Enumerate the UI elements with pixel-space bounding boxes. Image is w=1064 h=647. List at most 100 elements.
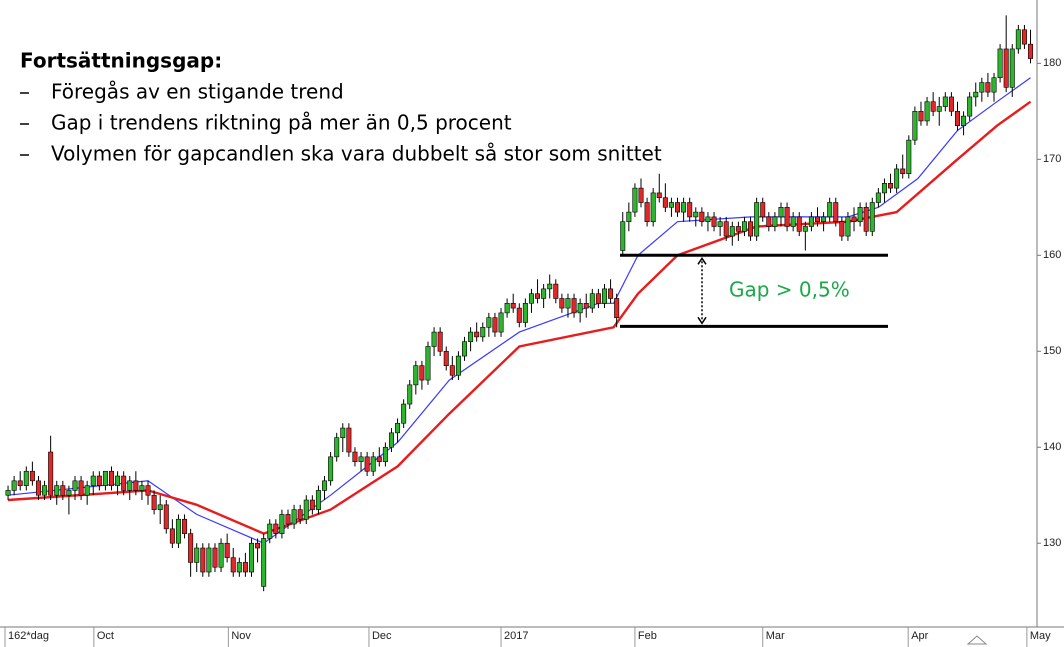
candle-body xyxy=(1021,29,1027,45)
candle-body xyxy=(863,207,869,232)
candle-body xyxy=(516,307,522,323)
candle-body xyxy=(102,470,108,486)
candle-body xyxy=(376,456,382,462)
x-tick-label: 162*dag xyxy=(8,630,49,642)
candle-body xyxy=(29,470,35,482)
y-tick-label: 180 xyxy=(1043,57,1061,69)
candle-body xyxy=(729,226,735,237)
candle-body xyxy=(35,480,41,496)
candle-body xyxy=(790,216,796,227)
candle-body xyxy=(352,451,358,462)
candle-body xyxy=(96,475,102,486)
candle-body xyxy=(608,288,614,299)
candle-body xyxy=(559,298,565,309)
candle-body xyxy=(84,485,90,496)
candle-body xyxy=(894,168,900,189)
candle-body xyxy=(78,480,84,496)
candle-body xyxy=(815,216,821,223)
candle-body xyxy=(474,331,480,338)
candle-body xyxy=(182,518,188,534)
candle-body xyxy=(912,111,918,141)
candle-body xyxy=(748,221,754,237)
x-tick-label: Mar xyxy=(766,630,785,642)
candle-body xyxy=(66,490,72,496)
x-tick-label: May xyxy=(1030,630,1051,642)
candle-body xyxy=(72,480,78,491)
gap-label: Gap > 0,5% xyxy=(729,277,850,301)
candle-body xyxy=(504,302,510,314)
candle-body xyxy=(717,221,723,227)
candle-body xyxy=(668,202,674,208)
candle-body xyxy=(632,187,638,213)
candle-body xyxy=(194,547,200,563)
candle-body xyxy=(662,197,668,208)
candle-body xyxy=(413,365,419,386)
candle-body xyxy=(961,115,967,127)
candle-body xyxy=(218,542,224,568)
candle-body xyxy=(699,211,705,223)
candle-body xyxy=(455,355,461,376)
candle-body xyxy=(303,499,309,520)
candle-body xyxy=(54,485,60,496)
candle-body xyxy=(705,216,711,223)
candle-body xyxy=(589,293,595,309)
candle-body xyxy=(401,403,407,424)
x-tick-label: Feb xyxy=(638,630,657,642)
candle-body xyxy=(528,293,534,304)
bullet-text: Volymen för gapcandlen ska vara dubbelt … xyxy=(51,142,662,166)
candle-body xyxy=(802,226,808,232)
candle-body xyxy=(954,111,960,127)
candle-body xyxy=(857,207,863,223)
candle-body xyxy=(656,192,662,199)
candle-body xyxy=(151,494,157,510)
candle-body xyxy=(370,456,376,472)
candle-body xyxy=(973,91,979,98)
candle-body xyxy=(291,509,297,525)
candle-body xyxy=(1028,43,1034,59)
candle-body xyxy=(784,207,790,227)
candle-body xyxy=(346,427,352,453)
x-tick-label: Oct xyxy=(97,630,114,642)
candle-body xyxy=(571,298,577,314)
y-tick-label: 130 xyxy=(1043,537,1061,549)
candle-body xyxy=(851,216,857,223)
candle-body xyxy=(200,547,206,573)
candle-body xyxy=(681,202,687,213)
candle-body xyxy=(309,499,315,510)
candle-body xyxy=(760,202,766,218)
candle-body xyxy=(115,475,121,486)
candle-body xyxy=(772,216,778,227)
candle-body xyxy=(322,480,328,491)
candle-body xyxy=(437,331,443,352)
candle-body xyxy=(626,211,632,223)
candle-body xyxy=(796,216,802,232)
bullet-text: Gap i trendens riktning på mer än 0,5 pr… xyxy=(51,111,512,135)
candle-body xyxy=(175,518,181,544)
candle-body xyxy=(638,187,644,203)
candle-body xyxy=(1015,29,1021,50)
candle-body xyxy=(930,101,936,112)
candle-body xyxy=(145,485,151,496)
candle-body xyxy=(11,480,17,491)
candle-body xyxy=(821,216,827,223)
candle-body xyxy=(480,326,486,338)
candle-body xyxy=(163,504,169,530)
y-tick-label: 170 xyxy=(1043,153,1061,165)
candle-body xyxy=(5,490,11,496)
candle-body xyxy=(845,216,851,237)
candle-body xyxy=(236,562,242,573)
candle-body xyxy=(1003,48,1009,88)
candle-body xyxy=(358,456,364,462)
candle-body xyxy=(261,538,267,587)
candle-body xyxy=(139,485,145,491)
candle-body xyxy=(206,547,212,573)
candle-body xyxy=(723,221,729,237)
candle-body xyxy=(419,365,425,381)
candle-body xyxy=(443,350,449,366)
candle-body xyxy=(595,293,601,304)
candle-body xyxy=(297,509,303,520)
candle-body xyxy=(431,331,437,347)
candle-body xyxy=(364,456,370,472)
candle-body xyxy=(498,312,504,333)
